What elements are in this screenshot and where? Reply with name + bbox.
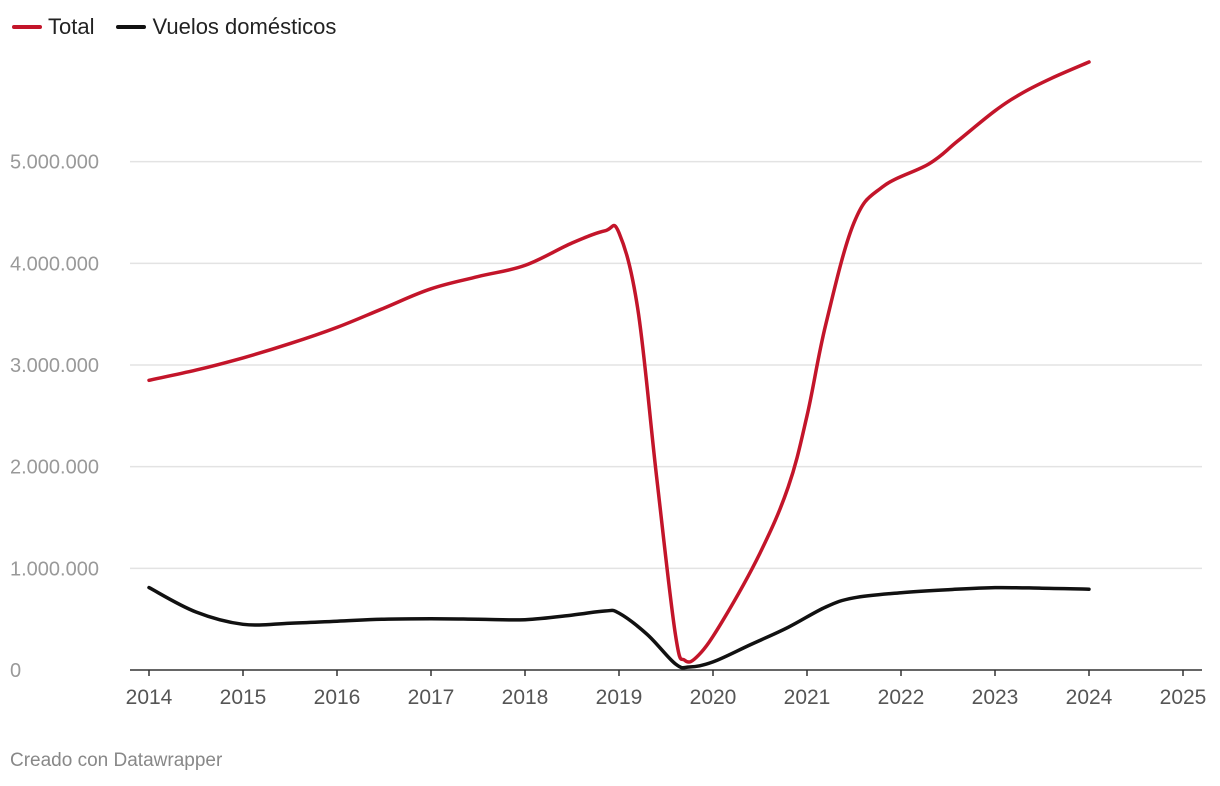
legend-item-total: Total	[12, 14, 94, 40]
y-tick-label: 3.000.000	[10, 355, 99, 377]
x-tick-label: 2025	[1160, 686, 1207, 709]
x-tick-label: 2021	[784, 686, 831, 709]
x-tick-label: 2019	[596, 686, 643, 709]
chart-credit: Creado con Datawrapper	[10, 750, 223, 771]
legend-swatch-domestic	[116, 25, 147, 29]
series-line-total	[147, 60, 1091, 664]
x-tick-label: 2023	[972, 686, 1019, 709]
x-tick-label: 2015	[220, 686, 267, 709]
legend-swatch-total	[12, 25, 42, 29]
x-tick-label: 2024	[1066, 686, 1113, 709]
x-tick-label: 2017	[408, 686, 455, 709]
legend-label-total: Total	[48, 14, 95, 39]
x-tick-label: 2020	[690, 686, 737, 709]
y-tick-label: 4.000.000	[10, 253, 99, 275]
legend-label-domestic: Vuelos domésticos	[152, 14, 337, 39]
x-tick-label: 2016	[314, 686, 361, 709]
x-tick-label: 2018	[502, 686, 549, 709]
chart-legend: Total Vuelos domésticos	[12, 14, 336, 40]
x-tick-label: 2014	[126, 686, 173, 709]
series-line-domestic	[147, 585, 1091, 670]
x-tick-label: 2022	[878, 686, 925, 709]
y-tick-label: 2.000.000	[10, 457, 99, 479]
y-tick-label: 0	[10, 660, 21, 682]
y-tick-label: 5.000.000	[10, 152, 99, 174]
y-tick-label: 1.000.000	[10, 558, 99, 580]
legend-item-domestic: Vuelos domésticos	[116, 14, 336, 40]
